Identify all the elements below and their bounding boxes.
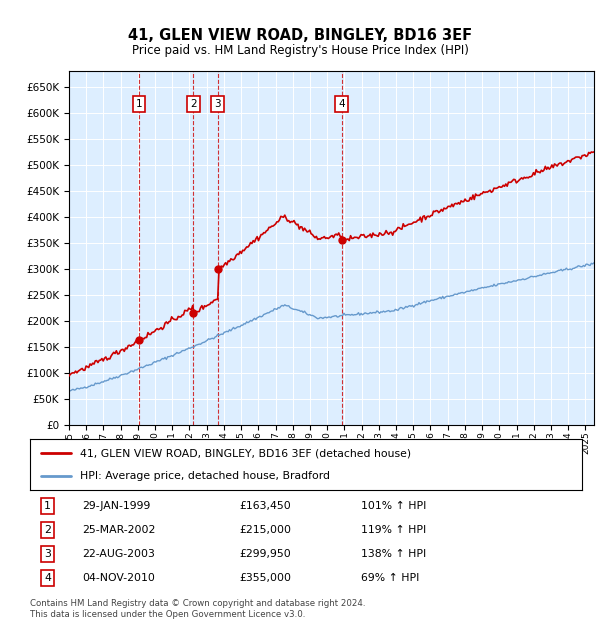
Text: 22-AUG-2003: 22-AUG-2003 xyxy=(82,549,155,559)
Text: HPI: Average price, detached house, Bradford: HPI: Average price, detached house, Brad… xyxy=(80,471,329,480)
Text: 2: 2 xyxy=(190,99,197,109)
Text: 41, GLEN VIEW ROAD, BINGLEY, BD16 3EF: 41, GLEN VIEW ROAD, BINGLEY, BD16 3EF xyxy=(128,29,472,43)
Text: Contains HM Land Registry data © Crown copyright and database right 2024.
This d: Contains HM Land Registry data © Crown c… xyxy=(30,599,365,619)
Text: 1: 1 xyxy=(44,501,51,511)
Text: 25-MAR-2002: 25-MAR-2002 xyxy=(82,525,156,535)
Text: 2: 2 xyxy=(44,525,51,535)
Text: 3: 3 xyxy=(214,99,221,109)
Text: 4: 4 xyxy=(44,574,51,583)
Text: £355,000: £355,000 xyxy=(240,574,292,583)
Text: Price paid vs. HM Land Registry's House Price Index (HPI): Price paid vs. HM Land Registry's House … xyxy=(131,45,469,57)
Text: £215,000: £215,000 xyxy=(240,525,292,535)
Text: 69% ↑ HPI: 69% ↑ HPI xyxy=(361,574,419,583)
Text: £299,950: £299,950 xyxy=(240,549,292,559)
Text: 29-JAN-1999: 29-JAN-1999 xyxy=(82,501,151,511)
Text: 4: 4 xyxy=(338,99,345,109)
Text: 3: 3 xyxy=(44,549,51,559)
Text: 04-NOV-2010: 04-NOV-2010 xyxy=(82,574,155,583)
Text: £163,450: £163,450 xyxy=(240,501,292,511)
Text: 1: 1 xyxy=(136,99,143,109)
Text: 41, GLEN VIEW ROAD, BINGLEY, BD16 3EF (detached house): 41, GLEN VIEW ROAD, BINGLEY, BD16 3EF (d… xyxy=(80,448,411,458)
Text: 119% ↑ HPI: 119% ↑ HPI xyxy=(361,525,427,535)
Text: 138% ↑ HPI: 138% ↑ HPI xyxy=(361,549,427,559)
Text: 101% ↑ HPI: 101% ↑ HPI xyxy=(361,501,427,511)
